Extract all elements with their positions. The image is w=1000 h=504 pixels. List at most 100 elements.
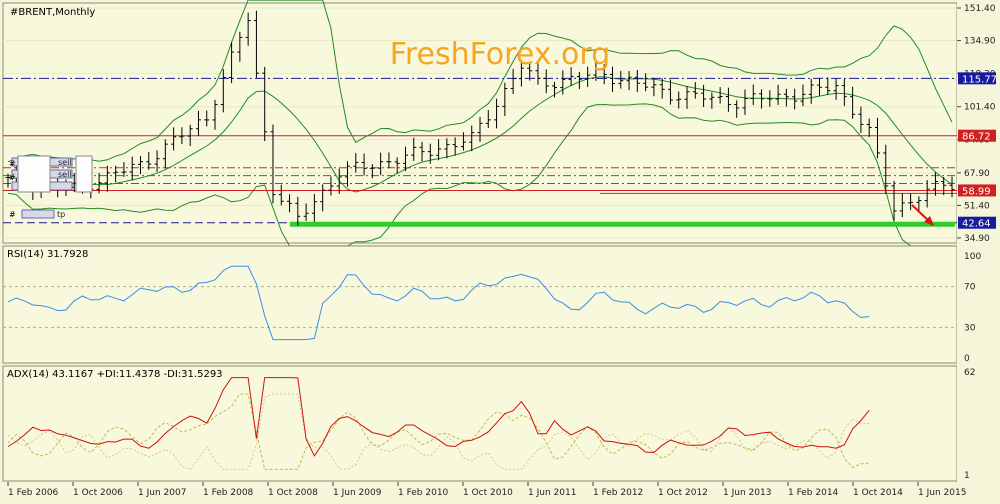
price-bar <box>651 77 657 97</box>
price-bar <box>303 203 309 221</box>
price-bar <box>137 156 143 175</box>
price-bar <box>593 59 599 81</box>
price-bar <box>792 88 798 110</box>
price-bar <box>5 173 11 188</box>
adx-tick: 62 <box>964 368 975 378</box>
adx-pane[interactable]: ADX(14) 43.1167 +DI:11.4378 -DI:31.5293 <box>2 365 958 482</box>
price-bar <box>204 110 210 127</box>
time-axis: 1 Feb 2006 1 Oct 2006 1 Jun 2007 1 Feb 2008… <box>7 482 966 498</box>
price-bar <box>941 176 947 196</box>
rsi-label: RSI(14) 31.7928 <box>7 249 88 260</box>
chart-title: #BRENT,Monthly <box>10 7 95 18</box>
price-bar <box>808 78 814 104</box>
price-bar <box>436 139 442 161</box>
order-tag[interactable] <box>21 209 55 219</box>
price-bar <box>328 176 334 196</box>
time-tick: 1 Feb 2014 <box>788 488 839 498</box>
price-bar <box>543 69 549 94</box>
price-bar <box>113 165 119 183</box>
price-tick: 51.40 <box>964 201 990 211</box>
price-tick: 151.40 <box>964 4 996 14</box>
rsi-pane[interactable]: RSI(14) 31.7928 <box>2 245 958 364</box>
level-tag-0 <box>958 72 996 85</box>
order-sell-label: sell <box>58 170 72 179</box>
price-bar <box>858 106 864 134</box>
price-bar <box>427 143 433 164</box>
price-bar <box>394 157 400 174</box>
arrow-head <box>924 216 934 226</box>
price-bar <box>883 144 889 194</box>
price-bar <box>932 172 938 196</box>
price-bar <box>295 196 301 226</box>
rsi-tick: 30 <box>964 323 976 333</box>
time-tick: 1 Jun 2011 <box>528 488 576 498</box>
price-bar <box>311 193 317 222</box>
time-tick: 1 Oct 2006 <box>73 488 123 498</box>
price-bar <box>560 70 566 95</box>
rsi-line <box>7 265 870 341</box>
price-bar <box>369 164 375 179</box>
order-marker: # <box>9 159 16 168</box>
price-bar <box>361 153 367 176</box>
price-bar <box>237 31 243 62</box>
order-marker: # <box>9 210 16 219</box>
price-bar <box>825 77 831 95</box>
price-bar <box>270 124 276 204</box>
main-price-pane[interactable]: FreshForex.org #BRENT,Monthly <box>2 0 958 247</box>
price-bar <box>518 59 524 87</box>
price-bar <box>171 127 177 151</box>
price-bar <box>535 61 541 85</box>
price-tick: 67.90 <box>964 169 990 179</box>
price-bar <box>477 116 483 142</box>
time-tick: 1 Oct 2014 <box>853 488 903 498</box>
order-marker: # <box>9 173 16 182</box>
level-value: 86.72 <box>962 132 991 143</box>
price-bar <box>626 71 632 91</box>
time-tick: 1 Jun 2013 <box>723 488 771 498</box>
price-bar <box>146 152 152 170</box>
time-tick: 1 Feb 2006 <box>8 488 59 498</box>
price-bar <box>643 73 649 92</box>
price-bar <box>469 125 475 152</box>
adx-tick: 1 <box>964 471 970 481</box>
time-tick: 1 Feb 2012 <box>593 488 643 498</box>
level-tag-1 <box>958 129 996 142</box>
watermark: FreshForex.org <box>390 37 611 72</box>
price-bar <box>709 92 715 109</box>
order-box[interactable] <box>17 155 51 193</box>
order-widgets[interactable]: sell sell tp # # # <box>9 155 93 219</box>
price-bar <box>460 132 466 151</box>
plus-di-line <box>7 393 870 470</box>
price-bar <box>676 91 682 109</box>
price-bar <box>212 99 218 130</box>
price-bar <box>494 98 500 129</box>
price-bar <box>874 117 880 159</box>
price-bar <box>345 161 351 187</box>
price-bar <box>576 71 582 90</box>
order-box[interactable] <box>75 155 93 193</box>
price-tick: 101.40 <box>964 103 996 113</box>
price-bar <box>195 110 201 136</box>
price-bar <box>750 84 756 106</box>
price-bar <box>287 194 293 213</box>
level-value: 42.64 <box>962 219 991 230</box>
price-bar <box>336 168 342 194</box>
price-bar <box>817 77 823 97</box>
price-bar <box>527 63 533 81</box>
price-bar <box>179 127 185 145</box>
order-tp-label: tp <box>57 210 65 219</box>
lower-band <box>7 103 952 247</box>
order-sell-label: sell <box>58 158 72 167</box>
price-bar <box>187 124 193 147</box>
price-bar <box>725 87 731 112</box>
support-zone <box>290 221 955 227</box>
price-bar <box>419 141 425 162</box>
price-bar <box>601 64 607 85</box>
rsi-tick: 100 <box>964 252 981 262</box>
price-bar <box>866 118 872 138</box>
price-bar <box>510 68 516 95</box>
price-bar <box>684 85 690 109</box>
price-bar <box>402 146 408 172</box>
price-bar <box>916 196 922 213</box>
price-bar <box>659 78 665 99</box>
